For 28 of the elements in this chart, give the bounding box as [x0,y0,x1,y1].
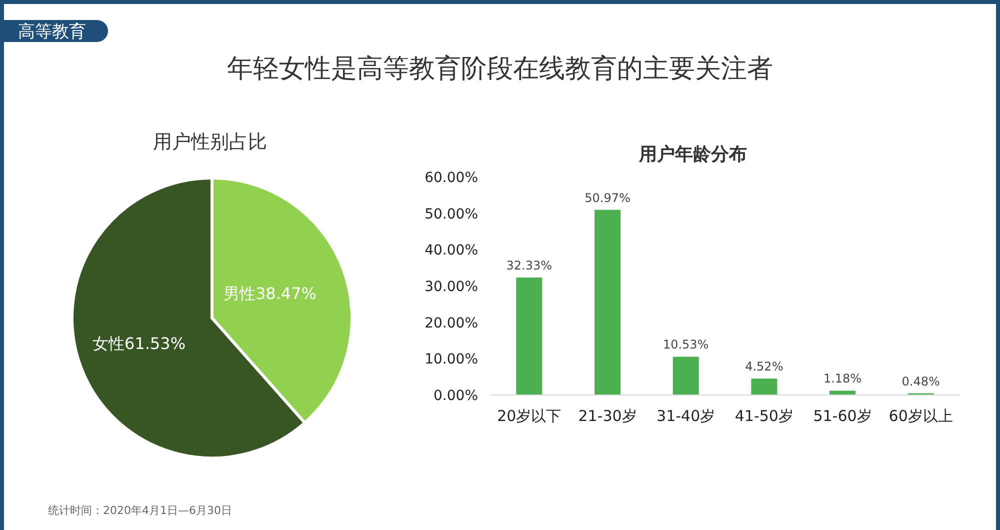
x-tick-label: 31-40岁 [656,407,716,425]
data-label: 38.47% [255,284,316,304]
chart-title: 用户性别占比 [153,131,267,153]
x-tick-label: 21-30岁 [578,407,637,425]
slice-label: 男性 [223,284,256,304]
x-tick-label: 60岁以上 [888,407,953,425]
x-tick-label: 41-50岁 [734,407,794,425]
y-tick-label: 10.00% [424,352,478,368]
slice-label: 女性 [92,334,125,353]
data-label: 32.33% [506,258,552,273]
data-label: 4.52% [745,360,784,374]
y-tick-label: 0.00% [434,388,478,404]
data-label: 0.48% [902,374,940,388]
chart-title: 用户年龄分布 [638,144,747,165]
x-tick-label: 51-60岁 [813,407,872,425]
text: 统计时间：2020年4月1日—6月30日 [48,504,232,517]
y-tick-label: 30.00% [424,279,478,295]
text: 年轻女性是高等教育阶段在线教育的主要关注者 [227,54,773,84]
y-tick-label: 60.00% [424,170,478,186]
y-tick-label: 40.00% [424,242,478,259]
y-tick-label: 20.00% [424,315,478,332]
data-label: 1.18% [823,372,862,386]
y-tick-label: 50.00% [424,206,478,222]
data-label: 50.97% [584,190,630,205]
text: 高等教育 [18,22,86,42]
data-label: 10.53% [662,338,709,352]
x-tick-label: 20岁以下 [497,407,562,425]
data-label: 61.53% [124,334,186,353]
